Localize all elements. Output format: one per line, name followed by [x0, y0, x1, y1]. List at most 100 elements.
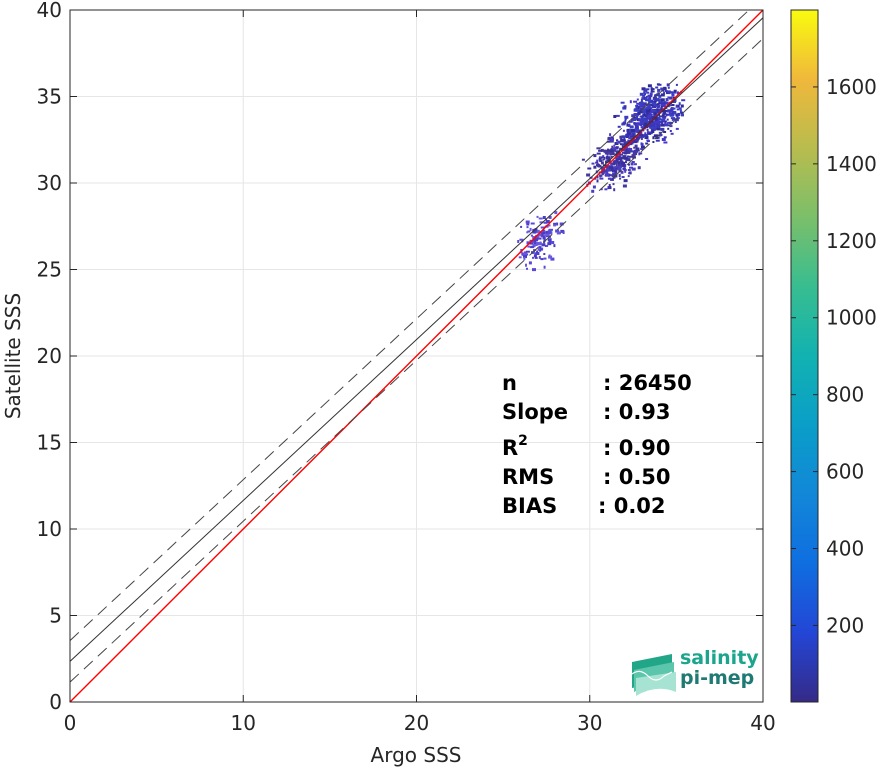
density-cell	[633, 116, 636, 119]
density-cell	[611, 177, 614, 181]
density-cell	[548, 215, 552, 219]
density-cell	[657, 83, 662, 86]
density-cell	[609, 152, 612, 156]
density-cell	[640, 142, 643, 146]
density-cell	[619, 164, 622, 167]
density-cell	[605, 173, 609, 177]
density-cell	[645, 142, 649, 145]
density-cell	[606, 166, 611, 170]
density-cell	[661, 114, 665, 117]
density-cell	[642, 105, 646, 108]
density-cell	[613, 188, 616, 192]
density-cell	[607, 173, 611, 176]
density-cell	[676, 108, 680, 111]
density-cell	[640, 145, 645, 149]
density-cell	[548, 255, 553, 259]
density-cell	[525, 250, 530, 253]
density-cell	[635, 106, 638, 110]
density-cell	[652, 101, 657, 105]
density-cell	[628, 120, 633, 123]
density-cell	[607, 150, 611, 153]
density-cell	[541, 247, 544, 251]
axis-ticks: 0 10 20 30 40 0 5 10 15 20 25 30 35 40	[37, 0, 776, 735]
density-cell	[616, 141, 619, 144]
density-cell	[627, 155, 632, 158]
density-cell	[536, 237, 539, 241]
density-cell	[623, 137, 626, 140]
density-cell	[651, 130, 655, 133]
density-cell	[591, 162, 595, 165]
density-cell	[597, 164, 600, 167]
density-cell	[624, 149, 628, 151]
density-cell	[543, 253, 546, 255]
density-cell	[650, 88, 655, 91]
density-cell	[624, 170, 627, 173]
density-cell	[646, 115, 649, 119]
density-cell	[633, 108, 637, 112]
colorbar	[790, 9, 819, 703]
density-cell	[601, 173, 604, 176]
density-cell	[623, 105, 627, 109]
colorbar-tick-label: 1000	[826, 306, 877, 330]
density-cell	[623, 139, 626, 142]
density-cell	[553, 222, 557, 225]
density-cell	[641, 87, 646, 91]
density-cell	[622, 151, 624, 154]
density-cell	[597, 165, 602, 168]
density-cell	[624, 119, 627, 122]
density-cell	[623, 142, 627, 145]
density-cell	[639, 92, 644, 96]
density-cell	[622, 184, 627, 188]
density-cell	[672, 96, 676, 99]
density-cell	[655, 110, 660, 113]
density-cell	[610, 138, 614, 142]
density-cell	[632, 134, 635, 137]
density-cell	[644, 108, 647, 111]
density-cell	[553, 244, 556, 248]
density-cell	[630, 150, 635, 153]
density-cell	[632, 151, 635, 155]
density-cell	[665, 98, 669, 101]
density-cell	[605, 171, 609, 175]
density-cell	[645, 98, 649, 102]
density-cell	[660, 103, 664, 106]
density-cell	[670, 132, 674, 135]
density-cell	[658, 94, 662, 98]
y-tick-label: 30	[37, 171, 62, 195]
x-tick-label: 10	[231, 711, 256, 735]
density-cell	[654, 117, 658, 121]
density-cell	[627, 175, 630, 178]
density-cell	[666, 83, 670, 87]
regression-fit-line	[70, 17, 763, 662]
density-cell	[669, 114, 674, 117]
density-cell	[634, 126, 639, 129]
density-cell	[608, 184, 611, 187]
density-cell	[657, 119, 660, 123]
density-cell	[526, 226, 529, 229]
density-cell	[610, 136, 614, 139]
density-cell	[607, 186, 612, 190]
density-cell	[602, 158, 605, 161]
density-cell	[623, 148, 626, 151]
density-cell	[648, 100, 651, 104]
density-cell	[617, 140, 621, 144]
density-cell	[669, 91, 674, 94]
density-cell	[612, 147, 615, 151]
density-cell	[679, 109, 682, 113]
density-cell	[664, 110, 668, 113]
density-cell	[603, 169, 607, 173]
density-cell	[641, 143, 644, 147]
density-cell	[663, 111, 667, 114]
density-cell	[651, 128, 655, 132]
density-cell	[628, 171, 632, 175]
density-cell	[655, 105, 660, 108]
density-cell	[643, 109, 648, 113]
density-cell	[543, 221, 548, 224]
density-cell	[547, 242, 552, 246]
density-cell	[646, 139, 650, 142]
density-cell	[658, 131, 662, 134]
density-cell	[543, 234, 548, 237]
density-cell	[581, 158, 585, 161]
y-axis-label: Satellite SSS	[1, 293, 25, 419]
